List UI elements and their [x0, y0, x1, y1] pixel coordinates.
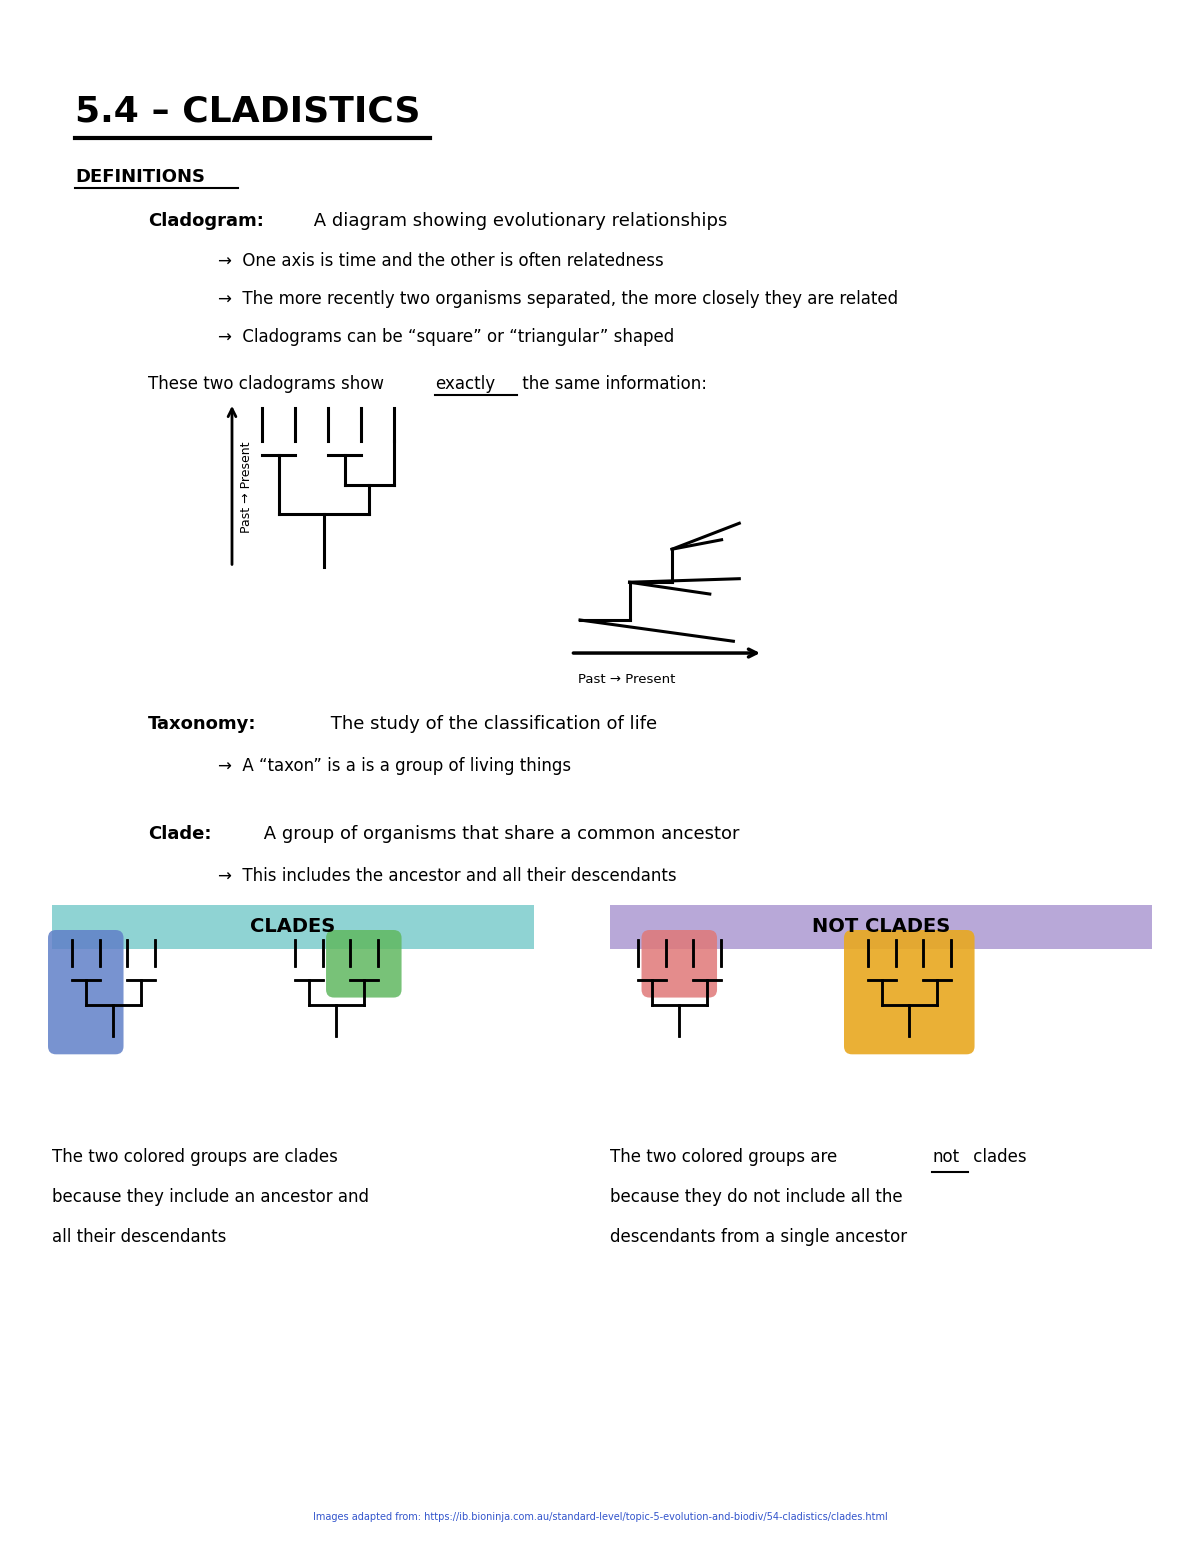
- Text: Clade:: Clade:: [148, 825, 211, 843]
- Text: The two colored groups are clades: The two colored groups are clades: [52, 1148, 338, 1166]
- Text: because they do not include all the: because they do not include all the: [610, 1188, 902, 1207]
- Text: These two cladograms show: These two cladograms show: [148, 374, 389, 393]
- Text: →  The more recently two organisms separated, the more closely they are related: → The more recently two organisms separa…: [218, 290, 898, 307]
- Text: A diagram showing evolutionary relationships: A diagram showing evolutionary relations…: [308, 213, 727, 230]
- Text: exactly: exactly: [436, 374, 496, 393]
- FancyBboxPatch shape: [642, 930, 718, 997]
- Text: NOT CLADES: NOT CLADES: [812, 918, 950, 936]
- Text: The study of the classification of life: The study of the classification of life: [325, 714, 658, 733]
- Text: →  This includes the ancestor and all their descendants: → This includes the ancestor and all the…: [218, 867, 677, 885]
- Text: CLADES: CLADES: [251, 918, 336, 936]
- Text: The two colored groups are: The two colored groups are: [610, 1148, 842, 1166]
- FancyBboxPatch shape: [326, 930, 402, 997]
- FancyBboxPatch shape: [844, 930, 974, 1054]
- Text: Taxonomy:: Taxonomy:: [148, 714, 257, 733]
- Text: because they include an ancestor and: because they include an ancestor and: [52, 1188, 370, 1207]
- Text: not: not: [932, 1148, 959, 1166]
- Text: all their descendants: all their descendants: [52, 1228, 227, 1246]
- Text: Cladogram:: Cladogram:: [148, 213, 264, 230]
- FancyBboxPatch shape: [52, 905, 534, 949]
- Text: DEFINITIONS: DEFINITIONS: [74, 168, 205, 186]
- Text: clades: clades: [968, 1148, 1027, 1166]
- FancyBboxPatch shape: [48, 930, 124, 1054]
- FancyBboxPatch shape: [610, 905, 1152, 949]
- Text: A group of organisms that share a common ancestor: A group of organisms that share a common…: [258, 825, 739, 843]
- Text: Past → Present: Past → Present: [577, 672, 676, 686]
- Text: the same information:: the same information:: [517, 374, 707, 393]
- Text: descendants from a single ancestor: descendants from a single ancestor: [610, 1228, 907, 1246]
- Text: →  One axis is time and the other is often relatedness: → One axis is time and the other is ofte…: [218, 252, 664, 270]
- Text: →  A “taxon” is a is a group of living things: → A “taxon” is a is a group of living th…: [218, 756, 571, 775]
- Text: 5.4 – CLADISTICS: 5.4 – CLADISTICS: [74, 95, 420, 129]
- Text: Past → Present: Past → Present: [240, 441, 253, 533]
- Text: Images adapted from: https://ib.bioninja.com.au/standard-level/topic-5-evolution: Images adapted from: https://ib.bioninja…: [313, 1513, 887, 1522]
- Text: →  Cladograms can be “square” or “triangular” shaped: → Cladograms can be “square” or “triangu…: [218, 328, 674, 346]
